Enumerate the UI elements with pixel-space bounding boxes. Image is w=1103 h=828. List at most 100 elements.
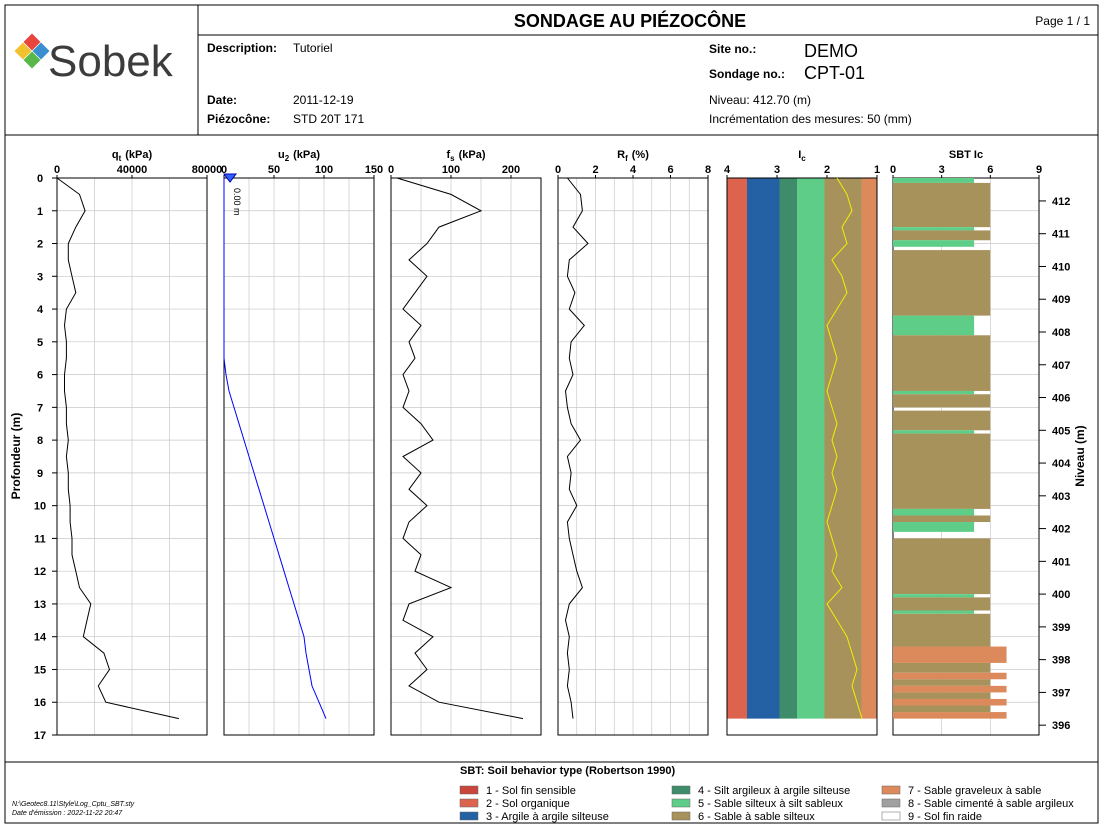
data-line (826, 177, 863, 719)
field-value: CPT-01 (804, 63, 865, 83)
soil-layer (893, 685, 1007, 693)
legend-label: 6 - Sable à sable silteux (698, 811, 815, 823)
y-tick-label: 11 (34, 533, 46, 545)
soil-layer (893, 610, 975, 614)
legend-swatch (459, 798, 479, 808)
y-tick-label: 1 (37, 206, 43, 218)
zone-band (747, 178, 780, 719)
y-tick-label: 16 (34, 697, 46, 709)
x-tick-label: 150 (365, 164, 383, 176)
x-tick-label: 80000 (192, 164, 223, 176)
soil-layer (893, 712, 1007, 719)
legend-swatch (881, 811, 901, 821)
y-axis-title: Profondeur (m) (9, 413, 23, 500)
legend-label: 1 - Sol fin sensible (486, 785, 576, 797)
track-title-unit: (kPa) (125, 149, 152, 161)
soil-layer (893, 227, 975, 231)
annotation: 0.00 m (232, 188, 242, 216)
y2-tick-label: 412 (1052, 196, 1070, 208)
soil-layer (893, 705, 991, 713)
y-tick-label: 14 (34, 632, 47, 644)
soil-layer (893, 410, 991, 431)
data-line (56, 177, 180, 720)
legend-swatch (459, 811, 479, 821)
soil-layer (893, 230, 991, 241)
field-value: 2011-12-19 (293, 93, 354, 107)
zone-band (824, 178, 862, 719)
soil-layer (893, 646, 1007, 663)
y2-tick-label: 407 (1052, 360, 1070, 372)
y-tick-label: 5 (37, 337, 43, 349)
y-tick-label: 17 (34, 730, 46, 742)
y2-tick-label: 406 (1052, 393, 1070, 405)
y2-tick-label: 402 (1052, 524, 1070, 536)
zone-band (779, 178, 797, 719)
legend-swatch (671, 811, 691, 821)
soil-layer (893, 594, 975, 598)
x-tick-label: 2 (592, 164, 598, 176)
x-tick-label: 100 (315, 164, 333, 176)
x-tick-label: 0 (54, 164, 60, 176)
soil-layer (893, 597, 991, 611)
legend-label: 2 - Sol organique (486, 798, 570, 810)
x-tick-label: 40000 (117, 164, 148, 176)
y2-tick-label: 410 (1052, 261, 1070, 273)
legend-label: 7 - Sable graveleux à sable (908, 785, 1041, 797)
legend-label: 8 - Sable cimenté à sable argileux (908, 798, 1074, 810)
soil-layer (893, 250, 991, 316)
y-tick-label: 13 (34, 599, 46, 611)
track-title-sub: t (119, 154, 122, 163)
x-tick-label: 0 (388, 164, 394, 176)
legend-label: 5 - Sable silteux à silt sableux (698, 798, 843, 810)
track-title-main: R (617, 149, 625, 161)
y-tick-label: 3 (37, 271, 43, 283)
legend-title: SBT: Soil behavior type (Robertson 1990) (460, 765, 675, 777)
soil-layer (893, 178, 975, 183)
soil-layer (893, 335, 991, 391)
x-tick-label: 0 (221, 164, 227, 176)
x-tick-label: 8 (705, 164, 711, 176)
y-tick-label: 12 (34, 566, 46, 578)
track-frame (223, 177, 375, 736)
track-title-main: I (798, 149, 801, 161)
track-title-sub: s (450, 154, 455, 163)
soil-layer (893, 182, 991, 228)
soil-layer (893, 692, 991, 699)
y2-tick-label: 397 (1052, 687, 1070, 699)
legend-label: 4 - Silt argileux à argile silteuse (698, 785, 850, 797)
field-label: Sondage no.: (709, 67, 785, 81)
y-tick-label: 2 (37, 239, 43, 251)
footer-text: Date d'émission : 2022-11-22 20:47 (12, 810, 123, 817)
y2-tick-label: 400 (1052, 589, 1070, 601)
field-value: Tutoriel (293, 41, 333, 55)
track-title-main: f (446, 149, 450, 161)
y2-axis-title: Niveau (m) (1073, 425, 1087, 486)
track-frame (726, 177, 878, 736)
track-title-sub: f (625, 154, 628, 163)
x-tick-label: 4 (724, 164, 731, 176)
page-border (4, 4, 1099, 824)
y-tick-label: 4 (37, 304, 44, 316)
track-title-main: SBT Ic (949, 149, 983, 161)
y2-tick-label: 399 (1052, 622, 1070, 634)
footer-text: N:\Geotec8.11\Style\Log_Cptu_SBT.sty (12, 801, 135, 808)
track-title: SBT Ic (949, 149, 983, 161)
track-frame (390, 177, 542, 736)
report-title: SONDAGE AU PIÉZOCÔNE (514, 10, 746, 31)
soil-layer (893, 433, 991, 509)
soil-layer (893, 394, 991, 408)
soil-layer (893, 679, 991, 686)
y2-tick-label: 404 (1052, 458, 1071, 470)
soil-layer (893, 515, 991, 523)
y-tick-label: 15 (34, 664, 46, 676)
field-label: Piézocône: (207, 112, 270, 126)
field-label: Date: (207, 93, 237, 107)
field-value: DEMO (804, 41, 858, 61)
field-value: Incrémentation des mesures: 50 (mm) (709, 112, 912, 126)
track-title: Ic (798, 149, 806, 163)
y2-tick-label: 408 (1052, 327, 1070, 339)
legend-swatch (881, 798, 901, 808)
track-title-sub: c (801, 154, 806, 163)
